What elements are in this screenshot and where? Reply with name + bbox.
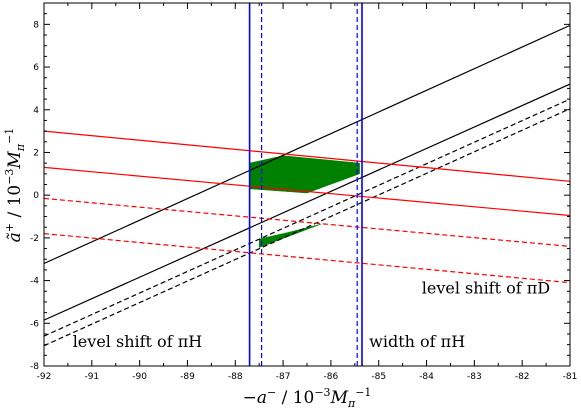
x-tick-label: -88 — [228, 372, 243, 382]
y-tick-label: 0 — [33, 191, 39, 201]
x-tick-label: -89 — [180, 372, 195, 382]
series-line-1 — [44, 24, 570, 265]
series-line-8 — [44, 233, 570, 284]
y-tick-label: -8 — [30, 362, 39, 372]
y-tick-label: 8 — [33, 20, 39, 30]
x-axis-label: −a− / 10−3Mπ−1 — [243, 386, 372, 410]
allowed-region-2 — [258, 223, 322, 248]
x-tick-label: -91 — [84, 372, 99, 382]
x-tick-label: -81 — [563, 372, 578, 382]
annotation-2: level shift of πH — [73, 332, 203, 351]
series-line-4 — [44, 108, 570, 347]
annotation-3: width of πH — [369, 332, 465, 351]
annotation-1: level shift of πD — [422, 278, 550, 297]
series-line-2 — [44, 83, 570, 321]
x-tick-label: -84 — [419, 372, 434, 382]
x-tick-label: -90 — [132, 372, 147, 382]
x-tick-label: -86 — [324, 372, 339, 382]
y-tick-label: -6 — [30, 319, 39, 329]
x-tick-label: -87 — [276, 372, 291, 382]
series-line-6 — [44, 166, 570, 217]
series-line-3 — [44, 98, 570, 337]
y-tick-label: -2 — [30, 234, 39, 244]
y-tick-label: 6 — [33, 63, 39, 73]
x-tick-label: -92 — [37, 372, 52, 382]
series-line-7 — [44, 197, 570, 247]
x-tick-label: -85 — [371, 372, 386, 382]
y-tick-label: 4 — [33, 106, 39, 116]
x-tick-label: -82 — [515, 372, 530, 382]
series-line-5 — [44, 130, 570, 182]
x-tick-label: -83 — [467, 372, 482, 382]
y-tick-label: 2 — [33, 148, 39, 158]
y-axis-label: ã+ / 10−3Mπ−1 — [3, 128, 27, 243]
y-tick-label: -4 — [30, 277, 39, 287]
